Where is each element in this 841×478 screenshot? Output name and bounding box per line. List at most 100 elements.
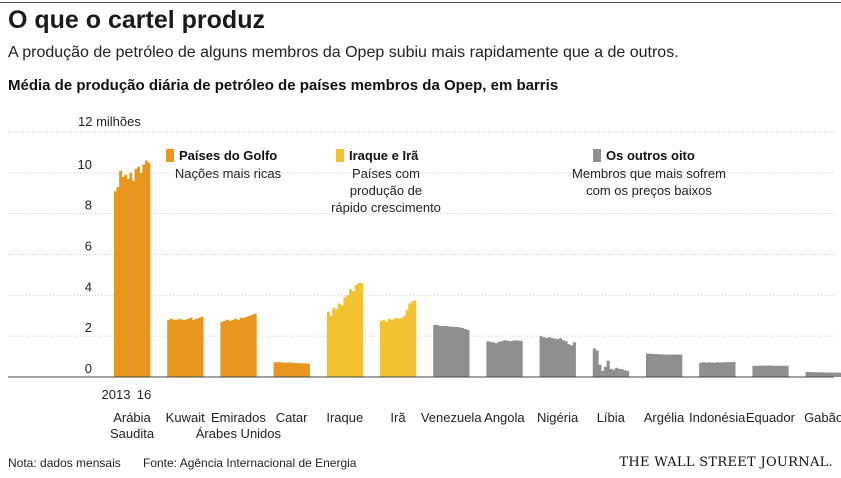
country-bars (592, 348, 630, 378)
bar (444, 325, 448, 377)
bar (833, 372, 837, 377)
bar (668, 354, 672, 377)
legend-swatch (166, 149, 174, 162)
category-label: Gabão (804, 410, 841, 425)
bar (592, 348, 596, 377)
bar (435, 324, 440, 377)
bar (670, 354, 674, 377)
country-bars (167, 316, 204, 377)
country-bars (699, 361, 736, 377)
bar (514, 340, 518, 377)
bar (830, 372, 834, 377)
year-end-label: 16 (137, 387, 151, 402)
bar (508, 341, 512, 377)
bar (813, 372, 817, 377)
category-label: Indonésia (689, 410, 746, 425)
country-bars (326, 283, 364, 378)
country-bars (805, 371, 841, 377)
bar (782, 365, 786, 377)
bar (805, 371, 809, 377)
bar (732, 361, 736, 377)
bar (303, 363, 307, 377)
legend-description: com os preços baixos (586, 183, 712, 198)
legend-swatch (593, 149, 601, 162)
bar (542, 337, 546, 377)
bar (181, 319, 185, 377)
category-label: Angola (484, 410, 525, 425)
bar (620, 369, 624, 377)
bar (447, 326, 451, 377)
bar (276, 362, 280, 377)
bar (572, 342, 576, 377)
country-bars (220, 313, 257, 378)
category-label: Argélia (644, 410, 685, 425)
bar (460, 328, 464, 377)
bar (500, 341, 504, 377)
bar (441, 325, 445, 377)
bar (335, 309, 339, 378)
category-label: Arábia (113, 410, 151, 425)
bar (139, 172, 143, 377)
bar (463, 329, 467, 377)
bar (626, 370, 630, 378)
bar (142, 164, 146, 377)
bar (774, 365, 778, 377)
bar (598, 364, 602, 377)
bar (248, 315, 252, 377)
bar (405, 309, 409, 378)
bar (718, 362, 722, 377)
bar (433, 324, 437, 377)
bar (827, 372, 831, 377)
bar (505, 340, 509, 377)
legend-description: rápido crescimento (331, 200, 441, 215)
category-label: Venezuela (421, 410, 482, 425)
bar (116, 187, 120, 378)
category-label: Árabes Unidos (196, 426, 282, 441)
bar (601, 370, 605, 378)
bar (132, 181, 135, 377)
bar (724, 362, 728, 377)
bar (225, 319, 230, 377)
bar (382, 319, 386, 377)
bar (654, 354, 658, 377)
bar (237, 319, 241, 377)
top-rule (0, 2, 841, 3)
y-tick-label: 8 (85, 198, 92, 213)
category-label: Equador (746, 410, 796, 425)
bar (609, 368, 613, 377)
bar (294, 363, 298, 377)
bar (253, 313, 257, 377)
bar (458, 327, 462, 377)
bar (346, 295, 350, 377)
legend-description: produção de (350, 183, 422, 198)
bar (564, 341, 568, 377)
bar (360, 283, 364, 377)
source-note: Fonte: Agência Internacional de Energia (143, 456, 357, 470)
bar (186, 318, 190, 377)
country-bars (433, 324, 470, 377)
bar (351, 291, 355, 377)
bar (137, 166, 141, 377)
bar (673, 354, 677, 377)
bar (757, 365, 762, 377)
bar (189, 317, 193, 377)
category-label: Irã (390, 410, 406, 425)
bar (167, 319, 171, 377)
legend-title: Países do Golfo (179, 148, 277, 163)
bar (567, 344, 571, 377)
y-unit-label: 12 milhões (78, 114, 141, 129)
bar (223, 320, 227, 377)
bar (250, 314, 254, 377)
bar (395, 317, 399, 377)
country-bars (752, 365, 789, 377)
bar (659, 354, 663, 377)
bar (603, 366, 607, 377)
page-title: O que o cartel produz (8, 6, 265, 34)
bar (679, 354, 683, 377)
country-bars (380, 300, 417, 378)
bar (306, 363, 310, 377)
bar (197, 317, 201, 377)
bar (326, 311, 330, 377)
bar (606, 360, 610, 377)
category-label: Saudita (110, 426, 155, 441)
